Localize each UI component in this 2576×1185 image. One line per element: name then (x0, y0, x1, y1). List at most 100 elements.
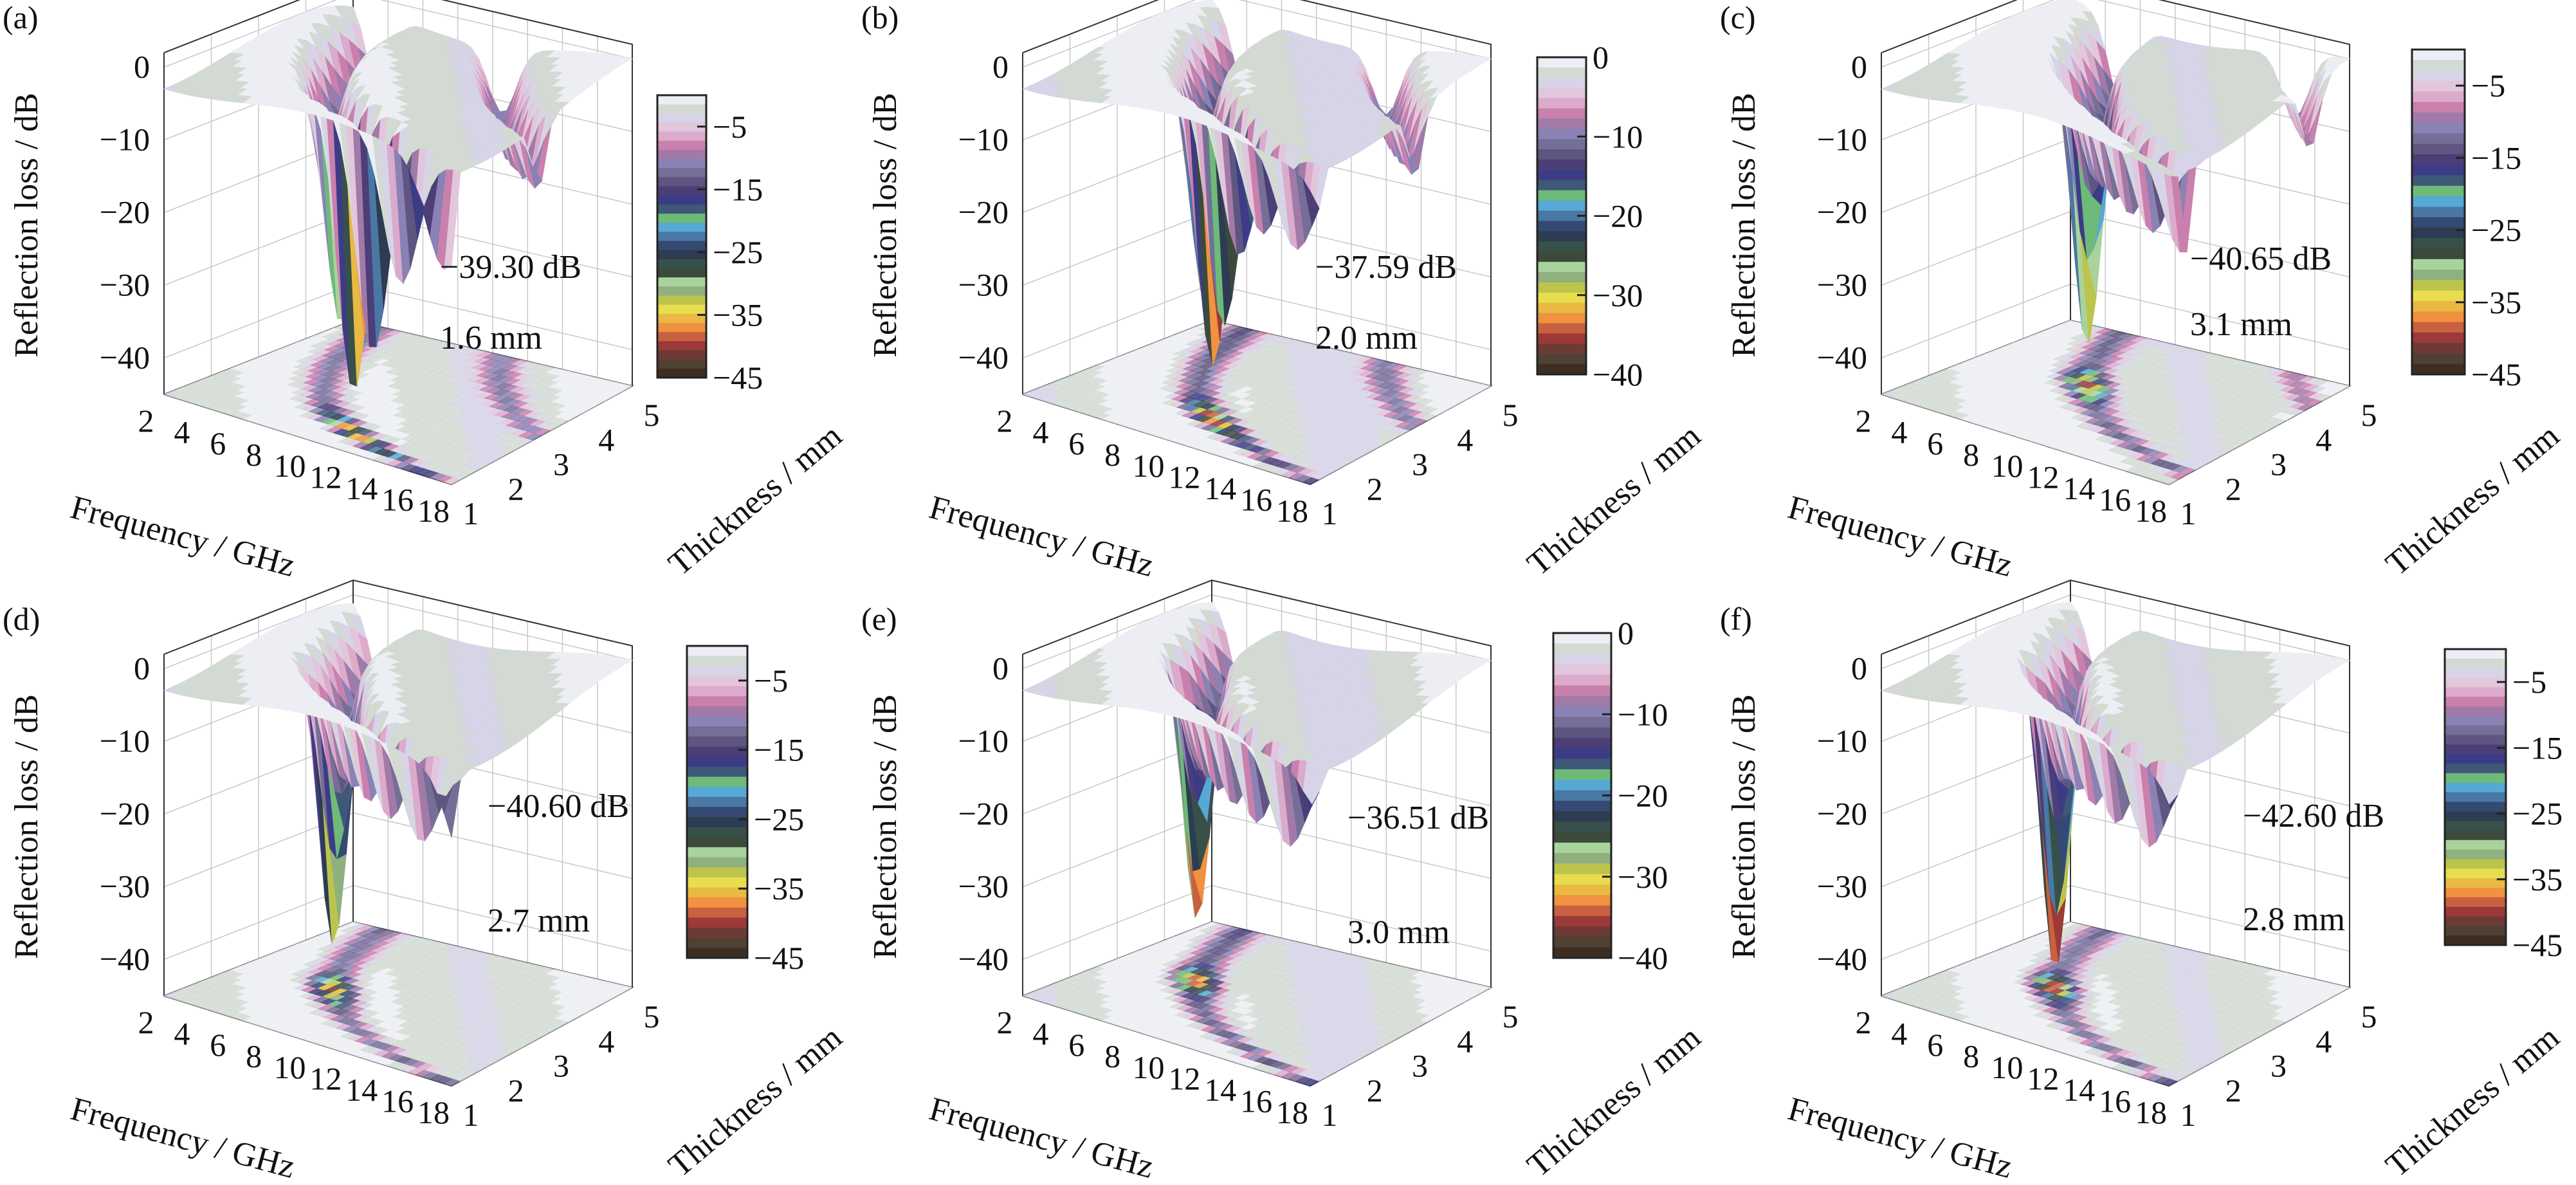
colorbar-band (657, 277, 706, 287)
y-axis-title: Thickness / mm (662, 418, 849, 583)
x-tick-label: 12 (1168, 459, 1200, 495)
colorbar-band (657, 286, 706, 297)
colorbar-band (657, 104, 706, 114)
z-axis-title: Reflection loss / dB (8, 93, 45, 358)
surface-plot-panel-c: 0−10−20−30−402 4 6 8 10 12 14 16 18 12345Reflecti… (1720, 0, 2566, 584)
y-tick-label: 3 (553, 446, 569, 482)
colorbar-band (657, 304, 706, 315)
x-tick-label: 6 (210, 425, 226, 461)
colorbar-tick-label: −5 (713, 109, 747, 145)
colorbar-band (1537, 139, 1586, 150)
x-tick-label: 10 (274, 448, 306, 484)
z-tick-label: −40 (958, 340, 1009, 376)
y-tick-label: 2 (1367, 471, 1383, 507)
colorbar-band (657, 332, 706, 342)
x-axis-title: Frequency / GHz (926, 489, 1158, 584)
colorbar-tick-label: −30 (1593, 277, 1643, 313)
colorbar-band (1537, 364, 1586, 375)
z-axis-title: Reflection loss / dB (867, 93, 904, 358)
colorbar-band (657, 177, 706, 187)
colorbar-band (657, 214, 706, 223)
z-tick-label: −10 (100, 122, 150, 158)
x-tick-label: 16 (381, 482, 414, 518)
colorbar-band (1537, 302, 1586, 314)
colorbar-band (657, 204, 706, 214)
axis-frame (163, 0, 633, 386)
colorbar-band (1537, 67, 1586, 78)
panel-label: (a) (3, 0, 39, 35)
x-tick-label: 14 (1204, 470, 1236, 506)
colorbar-band (1537, 292, 1586, 304)
x-tick-label: 16 (1240, 482, 1272, 518)
z-tick-label: −20 (100, 194, 150, 230)
x-tick-label: 14 (345, 470, 378, 506)
x-tick-label: 18 (1276, 493, 1308, 529)
z-tick-label: −30 (958, 267, 1009, 303)
colorbar: −5−15−25−35−45 (656, 94, 763, 396)
z-tick-label: −20 (958, 194, 1009, 230)
colorbar-tick-label: −45 (713, 360, 763, 396)
colorbar-band (657, 295, 706, 306)
min-rl-annotation: −37.59 dB (1315, 249, 1457, 286)
min-rl-annotation: −39.30 dB (440, 249, 581, 286)
min-thickness-annotation: 1.6 mm (440, 320, 542, 356)
colorbar-band (1537, 323, 1586, 334)
colorbar-band (657, 95, 706, 105)
colorbar-band (657, 168, 706, 178)
colorbar-band (657, 223, 706, 233)
colorbar-band (1537, 200, 1586, 212)
y-tick-label: 4 (598, 421, 614, 457)
x-tick-label: 2 (997, 403, 1013, 439)
z-tick-label: 0 (134, 49, 150, 85)
z-tick-label: −40 (100, 340, 150, 376)
y-tick-label: 5 (644, 397, 660, 433)
colorbar-band (657, 259, 706, 269)
colorbar-band (657, 350, 706, 360)
min-thickness-annotation: 2.0 mm (1315, 320, 1418, 356)
colorbar-band (657, 323, 706, 333)
colorbar-band (657, 368, 706, 378)
y-tick-label: 4 (1457, 421, 1473, 457)
colorbar-band (657, 359, 706, 369)
colorbar-tick-label: −10 (1593, 118, 1643, 154)
colorbar-band (1537, 160, 1586, 170)
colorbar-tick-label: −15 (713, 171, 763, 207)
colorbar-band (657, 232, 706, 242)
x-tick-label: 2 (138, 403, 154, 439)
colorbar-band (1537, 149, 1586, 160)
colorbar-band (1537, 252, 1586, 262)
y-tick-label: 2 (508, 471, 524, 507)
colorbar-band (657, 268, 706, 278)
colorbar-band (1537, 179, 1586, 191)
colorbar-band (1537, 108, 1586, 120)
x-tick-label: 8 (246, 437, 262, 473)
colorbar-band (657, 341, 706, 351)
colorbar-band (657, 159, 706, 169)
colorbar-band (1537, 344, 1586, 354)
colorbar-tick-label: −35 (713, 297, 763, 333)
colorbar-band (1537, 98, 1586, 109)
surface-plot-panel-b: 0−10−20−30−402 4 6 8 10 12 14 16 18 12345Reflecti… (861, 0, 1708, 584)
y-axis-title: Thickness / mm (1521, 418, 1708, 583)
z-tick-label: −30 (100, 267, 150, 303)
colorbar-band (657, 113, 706, 124)
x-tick-label: 18 (417, 493, 450, 529)
colorbar-band (1537, 118, 1586, 129)
colorbar-band (1537, 190, 1586, 201)
colorbar-band (657, 195, 706, 205)
y-tick-label: 5 (1503, 397, 1519, 433)
colorbar-band (657, 131, 706, 142)
x-axis-title: Frequency / GHz (67, 489, 299, 584)
surface-plot-panel-a: 0−10−20−30−402 4 6 8 10 12 14 16 18 12345Reflecti… (3, 0, 849, 584)
x-tick-label: 6 (1068, 425, 1084, 461)
y-tick-label: 1 (1322, 495, 1338, 531)
colorbar-band (1537, 282, 1586, 293)
colorbar-band (657, 186, 706, 196)
z-tick-label: 0 (992, 49, 1009, 85)
colorbar-band (1537, 87, 1586, 99)
colorbar-band (657, 149, 706, 160)
colorbar-band (1537, 221, 1586, 232)
z-tick-label: −10 (958, 122, 1009, 158)
colorbar-band (1537, 57, 1586, 68)
